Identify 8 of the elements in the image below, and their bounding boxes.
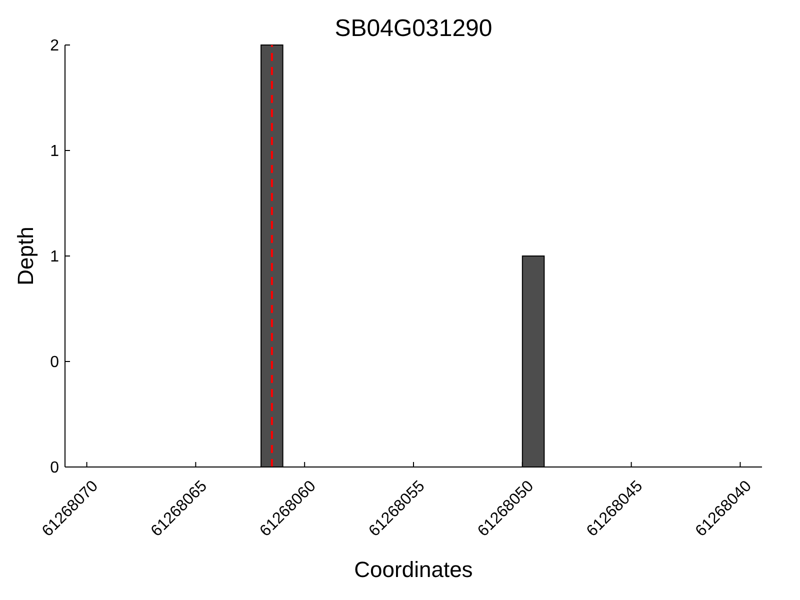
y-tick-label: 1 bbox=[50, 143, 60, 160]
y-tick-label: 0 bbox=[50, 460, 60, 477]
chart-title: SB04G031290 bbox=[334, 15, 492, 42]
y-axis-title: Depth bbox=[13, 226, 38, 286]
x-axis-title: Coordinates bbox=[354, 557, 473, 582]
y-tick-label: 1 bbox=[50, 248, 60, 266]
y-tick-label: 2 bbox=[50, 38, 60, 55]
y-tick-label: 0 bbox=[50, 354, 60, 372]
